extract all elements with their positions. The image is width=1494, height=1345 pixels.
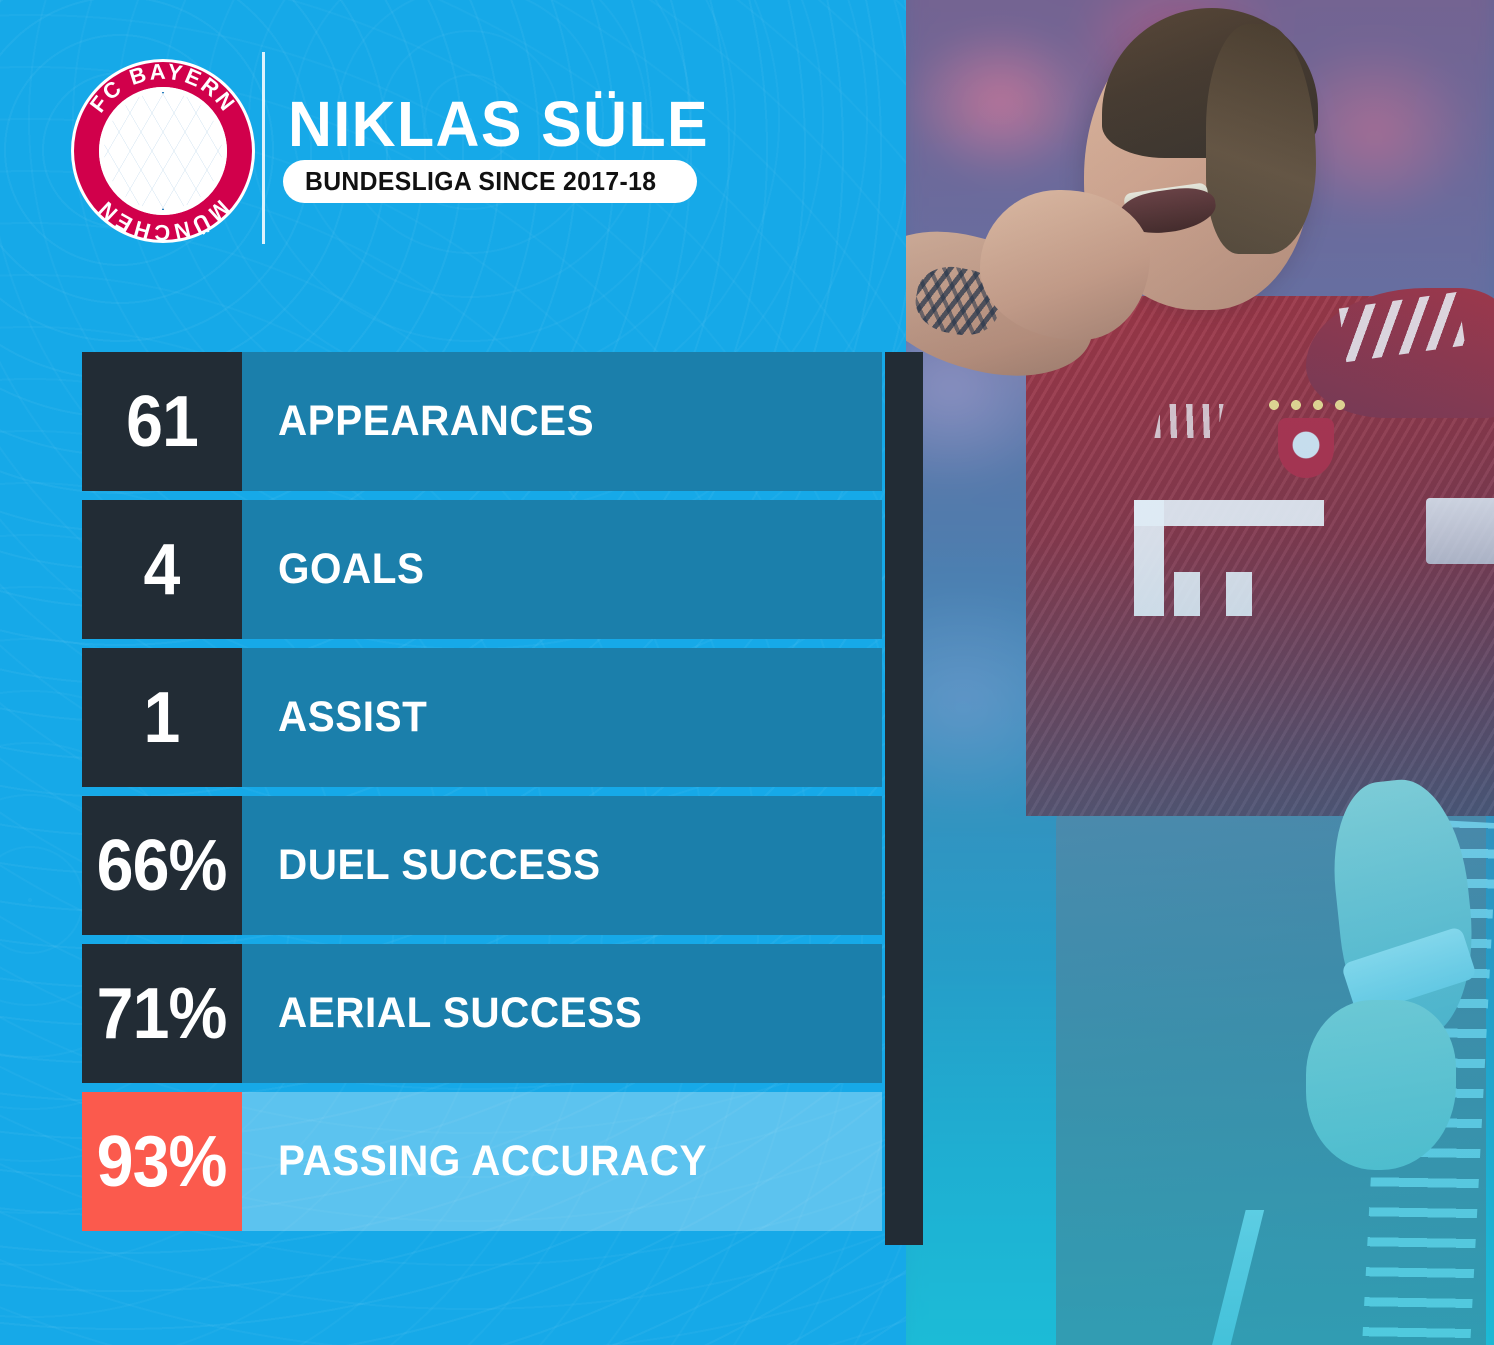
stat-label-bar: ASSIST <box>242 648 882 787</box>
stat-value: 1 <box>144 677 181 758</box>
header: FC BAYERN MÜNCHEN NIKLAS SÜLE BUNDESLIGA… <box>0 0 906 300</box>
stat-label-bar: GOALS <box>242 500 882 639</box>
stat-row: 61 APPEARANCES <box>82 352 882 491</box>
player-photo <box>906 0 1494 1345</box>
stats-right-rail <box>885 352 923 1245</box>
stat-label: GOALS <box>278 545 425 593</box>
subtitle-badge-label: BUNDESLIGA SINCE 2017-18 <box>305 166 657 196</box>
stat-row: 1 ASSIST <box>82 648 882 787</box>
stat-value-box: 61 <box>82 352 242 491</box>
stat-label: AERIAL SUCCESS <box>278 989 643 1037</box>
stat-label-bar: AERIAL SUCCESS <box>242 944 882 1083</box>
stat-label-bar: APPEARANCES <box>242 352 882 491</box>
stats-panel: 61 APPEARANCES 4 GOALS 1 ASSIST 66% <box>82 352 923 1245</box>
stat-label-bar: DUEL SUCCESS <box>242 796 882 935</box>
stat-value-box: 71% <box>82 944 242 1083</box>
stat-value: 61 <box>126 381 199 462</box>
subtitle-badge: BUNDESLIGA SINCE 2017-18 <box>283 160 697 203</box>
stat-label: APPEARANCES <box>278 397 595 445</box>
stat-value-box: 1 <box>82 648 242 787</box>
fc-bayern-crest-icon: FC BAYERN MÜNCHEN <box>70 58 256 244</box>
stat-value-box: 4 <box>82 500 242 639</box>
stat-row: 66% DUEL SUCCESS <box>82 796 882 935</box>
stat-value: 93% <box>97 1121 228 1202</box>
stat-row: 71% AERIAL SUCCESS <box>82 944 882 1083</box>
stat-value: 4 <box>144 529 181 610</box>
stat-label-bar-highlighted: PASSING ACCURACY <box>242 1092 882 1231</box>
photo-blue-tint-overlay <box>906 0 1494 1345</box>
stat-value-box-highlighted: 93% <box>82 1092 242 1231</box>
stat-value-box: 66% <box>82 796 242 935</box>
stat-row: 4 GOALS <box>82 500 882 639</box>
stat-row-highlighted: 93% PASSING ACCURACY <box>82 1092 882 1231</box>
stat-label: PASSING ACCURACY <box>278 1137 707 1185</box>
stat-value: 66% <box>97 825 228 906</box>
stat-label: DUEL SUCCESS <box>278 841 601 889</box>
stat-value: 71% <box>97 973 228 1054</box>
stat-label: ASSIST <box>278 693 428 741</box>
header-divider <box>262 52 265 244</box>
page-title: NIKLAS SÜLE <box>288 88 710 160</box>
